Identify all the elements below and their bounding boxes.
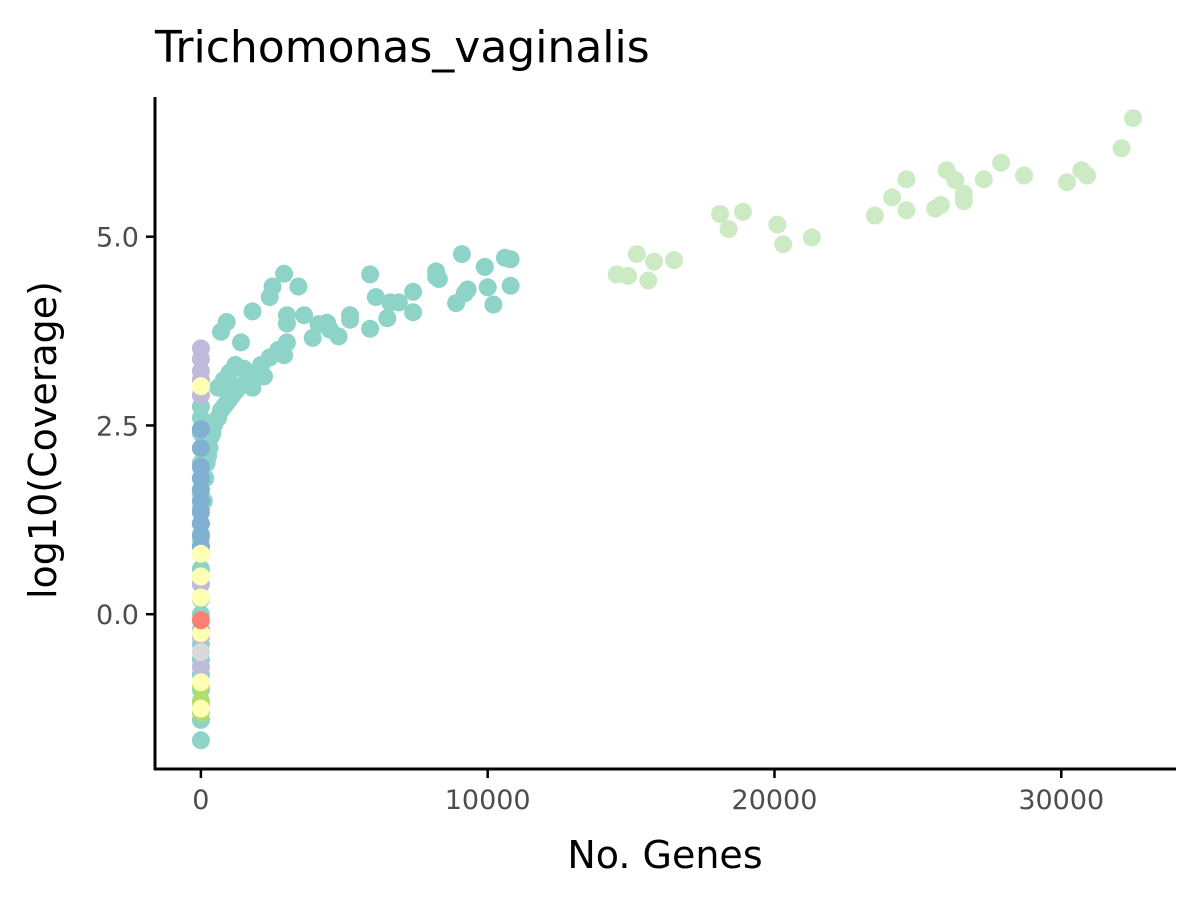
data-point [191,699,210,718]
data-point [191,643,210,661]
data-point [191,588,210,607]
data-point [191,439,210,458]
data-point [378,309,397,328]
data-point [733,202,752,221]
data-point [277,314,296,333]
data-point [768,215,787,234]
data-point [639,271,658,290]
data-point [295,306,314,325]
data-point [232,333,250,352]
data-point [954,184,973,203]
x-tick-label: 0 [192,785,209,816]
points-layer [191,109,1142,750]
x-tick-label: 30000 [1018,785,1104,816]
data-point [475,257,494,276]
chart-title: Trichomonas_vaginalis [154,22,650,73]
data-point [974,170,993,189]
data-point [711,205,729,223]
data-point [234,359,253,378]
data-point [255,367,273,386]
data-point [992,153,1011,172]
data-point [665,251,684,270]
data-point [501,250,520,269]
x-tick-label: 10000 [445,785,531,816]
data-point [217,313,236,331]
data-point [191,658,210,677]
data-point [429,270,448,288]
data-point [191,611,210,630]
x-axis-label: No. Genes [567,833,762,877]
data-point [191,544,210,563]
y-axis-label: log10(Coverage) [21,281,65,599]
data-point [191,420,210,439]
x-tick-label: 20000 [732,785,818,816]
data-point [191,731,210,750]
data-point [275,346,294,365]
data-point [361,319,380,338]
data-point [1112,139,1131,158]
data-point [484,295,503,314]
data-point [719,220,738,239]
data-point [478,278,497,297]
data-point [645,252,663,271]
data-point [191,673,210,692]
data-point [883,188,902,207]
y-tick-label: 0.0 [96,600,139,631]
data-point [191,567,210,586]
data-point [865,206,884,225]
data-point [191,377,210,396]
y-axis-ticks: 0.0 2.5 5.0 [96,223,155,631]
data-point [452,245,471,264]
data-point [243,378,262,397]
data-point [1124,109,1142,128]
data-point [627,245,646,264]
data-point [946,171,965,190]
data-point [263,277,282,296]
data-point [303,328,322,347]
data-point [931,196,950,214]
data-point [404,282,423,301]
data-point [329,327,348,346]
data-point [1078,166,1097,185]
x-axis-ticks: 0 10000 20000 30000 [192,769,1104,816]
data-point [774,235,793,254]
data-point [275,264,294,283]
data-point [458,280,477,299]
data-point [404,303,423,322]
data-point [1015,166,1033,185]
data-point [501,276,520,295]
data-point [802,228,821,247]
data-point [897,201,916,220]
data-point [619,266,638,285]
data-point [1058,173,1076,192]
data-point [389,293,408,312]
data-point [361,265,380,284]
data-point [289,277,308,296]
y-tick-label: 5.0 [96,223,139,254]
data-point [341,310,359,329]
data-point [366,288,385,307]
y-tick-label: 2.5 [96,411,139,442]
data-point [243,302,262,321]
data-point [191,624,210,643]
data-point [897,170,916,189]
